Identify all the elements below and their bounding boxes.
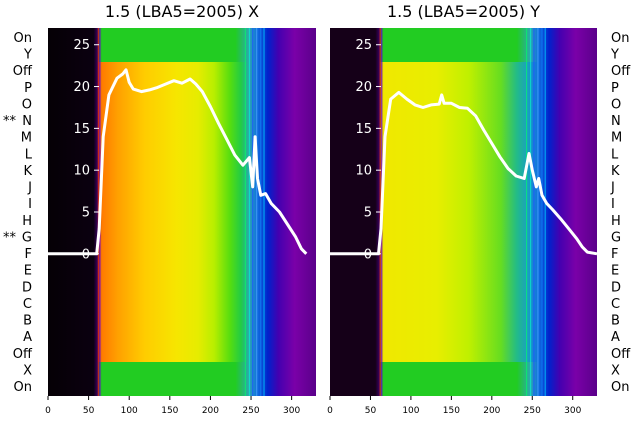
y-tick-label: 15 [355,122,372,137]
spectrum-heatmap-y [330,28,597,396]
row-label-right: M [611,131,622,146]
row-label-left: M [21,131,32,146]
row-label-right: On [611,31,629,46]
row-label-left: Off [13,64,33,79]
y-tick-label: 10 [73,164,90,179]
row-label-right: A [611,330,620,345]
panel-y: 1.5 (LBA5=2005) Y 0 5 10 15 20 25 0 50 100 150 20… [327,2,598,416]
x-tick-label: 250 [242,406,259,416]
panel-x: 1.5 (LBA5=2005) X 0 5 10 15 20 25 0 50 100 150 20… [45,2,316,416]
series-line-y [330,90,598,256]
row-label-left: P [24,81,32,96]
x-tick-label: 300 [564,406,581,416]
heatmap-band-top-y [330,28,597,62]
row-label-left: B [23,314,32,329]
row-label-left: On [14,31,32,46]
row-marker-left: ** [3,114,17,129]
row-label-left: Y [23,48,32,63]
row-label-left: K [23,164,32,179]
y-tick-label: 10 [355,164,372,179]
row-label-left: X [23,363,32,378]
row-label-right: P [611,81,619,96]
row-label-right: L [611,147,619,162]
y-tick-label: 5 [364,206,372,221]
heatmap-vertical-lines-x [97,28,265,396]
row-label-right: X [611,363,620,378]
row-label-right: G [611,230,621,245]
chart-title-x: 1.5 (LBA5=2005) X [105,2,259,21]
row-label-right: K [611,164,620,179]
series-line-x [48,68,308,256]
row-label-left: F [25,247,32,262]
row-label-right: N [611,114,621,129]
row-label-right: On [611,380,629,395]
row-label-left: L [25,147,33,162]
row-label-right: J [610,181,615,196]
row-label-right: F [611,247,618,262]
x-tick-labels-x: 0 50 100 150 200 250 300 [45,396,300,416]
heatmap-band-bottom-y [330,362,597,396]
y-tick-label: 20 [73,80,90,95]
x-tick-label: 200 [202,406,219,416]
row-label-left: N [22,114,32,129]
row-label-right: Off [611,347,631,362]
row-label-left: J [27,181,32,196]
heatmap-band-top-x [48,28,316,62]
row-label-left: I [28,197,32,212]
x-tick-label: 300 [283,406,300,416]
x-tick-label: 50 [83,406,95,416]
row-label-right: H [611,214,621,229]
y-tick-label: 25 [355,38,372,53]
row-label-left: H [22,214,32,229]
row-markers-left: ** ** [3,114,17,245]
chart-title-y: 1.5 (LBA5=2005) Y [387,2,540,21]
x-tick-label: 150 [443,406,460,416]
y-tick-label: 15 [73,122,90,137]
x-tick-label: 0 [327,406,333,416]
row-label-left: G [22,230,32,245]
y-tick-label: 5 [82,206,90,221]
x-tick-label: 100 [402,406,419,416]
x-tick-label: 250 [524,406,541,416]
row-label-left: E [24,264,32,279]
spectrum-heatmap-x [48,28,316,396]
row-label-right: Off [611,64,631,79]
y-tick-label: 20 [355,80,372,95]
x-tick-label: 50 [365,406,377,416]
row-label-left: A [23,330,32,345]
y-tick-label: 25 [73,38,90,53]
row-label-right: Y [610,48,619,63]
x-tick-label: 100 [121,406,138,416]
x-tick-label: 150 [161,406,178,416]
x-tick-labels-y: 0 50 100 150 200 250 300 [327,396,582,416]
row-label-left: D [22,280,32,295]
x-tick-label: 200 [483,406,500,416]
row-label-left: On [14,380,32,395]
row-label-right: O [611,97,621,112]
row-label-right: I [611,197,615,212]
row-label-right: B [611,314,620,329]
row-label-right: C [611,297,620,312]
row-label-left: O [22,97,32,112]
row-label-right: D [611,280,621,295]
heatmap-band-bottom-x [48,362,316,396]
row-label-left: C [23,297,32,312]
row-label-left: Off [13,347,33,362]
heatmap-vertical-lines-y [379,28,546,396]
row-label-right: E [611,264,619,279]
x-tick-label: 0 [45,406,51,416]
row-marker-left: ** [3,230,17,245]
